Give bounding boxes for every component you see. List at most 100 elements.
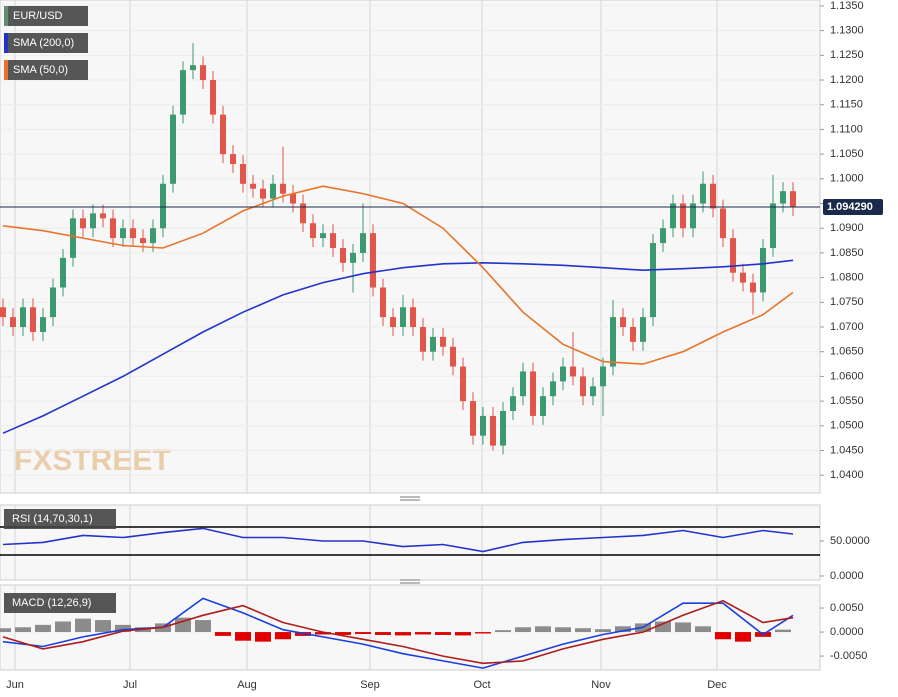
candle-body [440,336,446,347]
histogram-bar [195,620,211,633]
x-tick-label: Jul [123,679,137,691]
y-tick-label: 1.0550 [830,395,864,407]
candle-body [190,65,196,71]
legend-box [4,60,88,80]
legend-box [4,6,88,26]
histogram-bar [335,632,351,635]
histogram-bar [315,632,331,635]
candle-body [350,252,356,263]
candle-body [40,317,46,332]
candle-body [30,307,36,332]
candle-body [700,183,706,204]
panel-grip[interactable] [400,496,420,501]
y-tick-label: 0.0050 [830,602,864,614]
line-series [2,599,794,665]
candle-body [490,415,496,446]
candle-body [670,203,676,229]
candle-body [80,218,86,229]
legend-label: SMA (200,0) [13,37,74,49]
candle-body [180,70,186,115]
histogram-bar [355,632,371,634]
x-tick-label: Oct [473,679,490,691]
candle-body [380,287,386,318]
y-tick-label: 1.1100 [830,123,863,135]
y-tick-label: 1.0900 [830,222,864,234]
candle-body [480,415,486,436]
panel-title: MACD (12,26,9) [12,597,91,609]
candle-body [310,223,316,239]
candle-body [790,191,796,207]
candle-body [390,317,396,328]
histogram-bar [695,626,711,633]
panel-title-box [4,509,116,529]
histogram-bar [495,630,511,633]
candle-body [430,336,436,352]
candle-body [280,183,286,194]
candle-body [780,191,786,204]
candle-body [730,238,736,273]
histogram-bar [775,629,791,633]
candle-body [360,233,366,253]
candle-body [510,396,516,411]
y-tick-label: 1.0450 [830,444,864,456]
candle-body [410,307,416,328]
y-tick-label: 50.0000 [830,535,870,547]
candle-body [420,327,426,352]
candle-body [290,193,296,204]
x-tick-label: Jun [6,679,24,691]
histogram-bar [55,621,71,633]
candle-body [630,327,636,342]
panel-title-box [4,593,116,613]
candle-body [130,228,136,239]
y-tick-label: 1.0400 [830,469,864,481]
candle-body [90,213,96,229]
histogram-bar [715,632,731,640]
candle-body [690,203,696,229]
line-series [2,597,794,669]
panel-grip[interactable] [400,579,420,584]
x-tick-label: Sep [360,679,380,691]
legend-label: EUR/USD [13,10,63,22]
histogram-bar [675,622,691,633]
candle-body [170,114,176,184]
candle-body [760,247,766,293]
legend-swatch [4,33,8,53]
candle-body [20,307,26,328]
x-tick-label: Dec [707,679,727,691]
histogram-bar [215,632,231,636]
candle-body [370,233,376,288]
candle-body [560,366,566,382]
histogram-bar [175,617,191,633]
y-tick-label: 1.1150 [830,99,863,111]
candle-body [140,238,146,244]
histogram-bar [595,629,611,633]
candle-body [530,371,536,416]
histogram-bar [275,632,291,640]
histogram-bar [555,627,571,633]
y-tick-label: 1.1350 [830,0,864,12]
y-tick-label: 1.1250 [830,49,864,61]
histogram-bar [395,632,411,636]
histogram-bar [655,621,671,633]
candle-body [470,401,476,436]
candle-body [680,203,686,229]
candle-body [300,203,306,224]
candle-body [60,257,66,288]
y-tick-label: 1.0750 [830,296,864,308]
histogram-bar [0,628,11,633]
x-tick-label: Nov [591,679,611,691]
line-series [2,185,794,365]
candle-body [200,65,206,81]
y-tick-label: 1.0850 [830,247,864,259]
candle-body [740,272,746,283]
candle-body [540,396,546,416]
candle-body [650,243,656,318]
candle-body [0,307,6,318]
candle-body [550,381,556,397]
line-series [2,259,794,434]
watermark: FXSTREET [14,444,171,477]
candle-body [590,386,596,397]
y-tick-label: 0.0000 [830,626,864,638]
candle-body [710,183,716,209]
